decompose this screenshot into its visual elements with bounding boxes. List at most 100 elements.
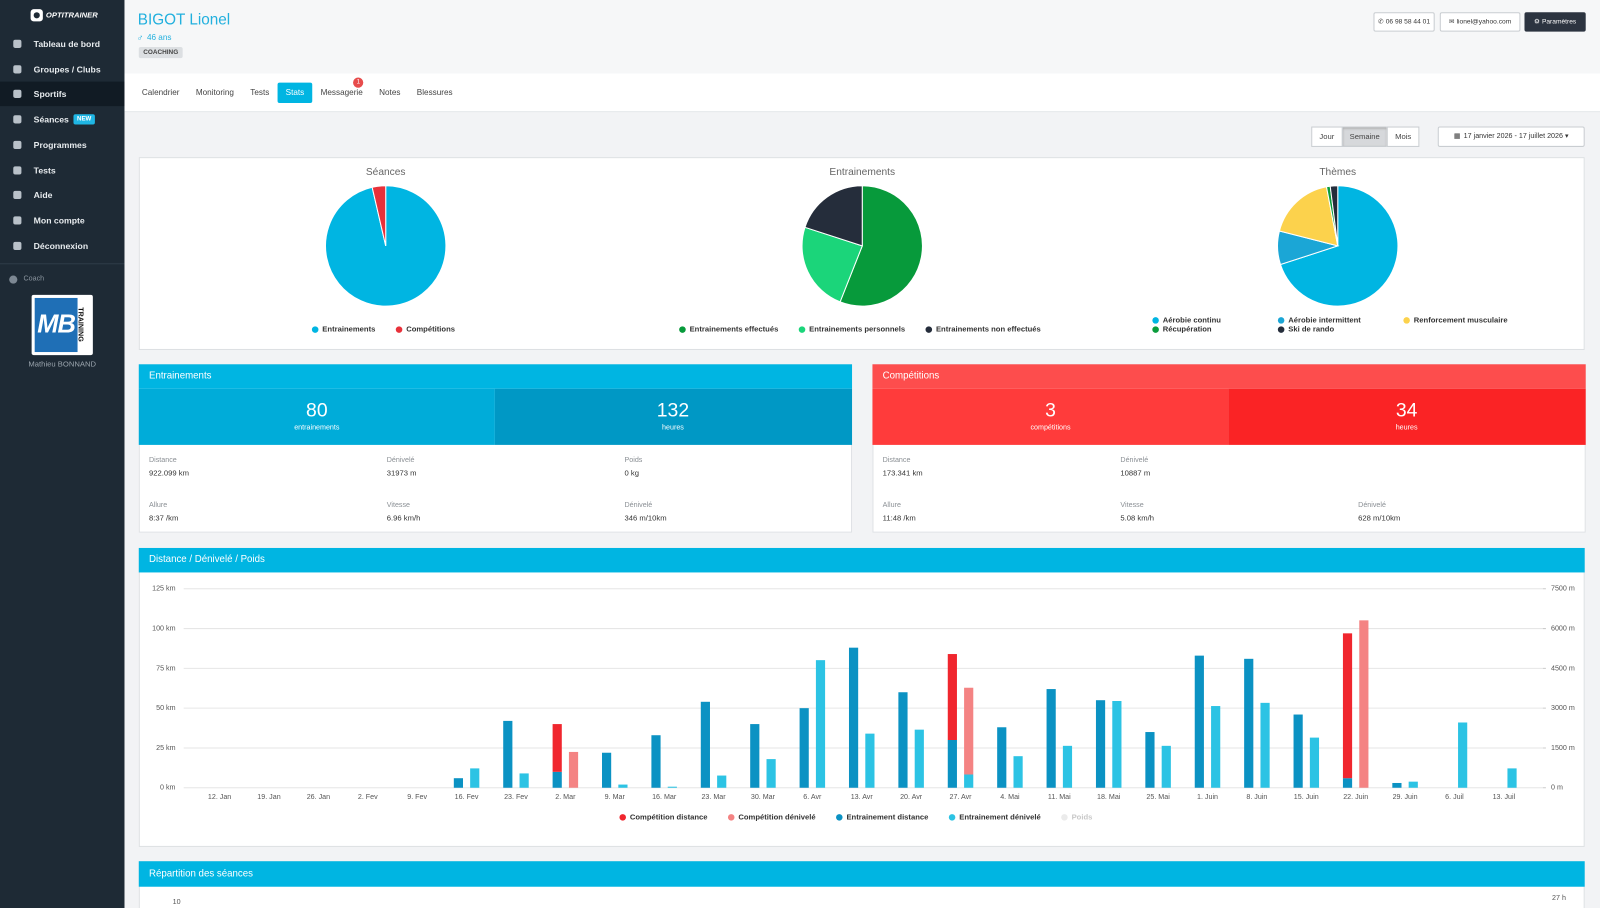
menu-icon: [13, 140, 22, 149]
bar: [700, 701, 710, 788]
menu-badge: NEW: [73, 114, 95, 125]
menu-item[interactable]: Déconnexion: [0, 233, 124, 257]
bar: [651, 735, 661, 788]
button-icon: ✆: [1378, 18, 1384, 26]
detail-label: Poids: [624, 457, 643, 465]
button-label: 06 98 58 44 01: [1385, 18, 1431, 26]
period-button[interactable]: Semaine: [1341, 126, 1388, 147]
menu-label: Tableau de bord: [33, 38, 101, 49]
legend-swatch: [727, 814, 735, 821]
legend-swatch: [1277, 317, 1285, 324]
pie-title: Thèmes: [1319, 167, 1356, 178]
x-tick-label: 26. Jan: [307, 793, 330, 801]
bar: [1293, 714, 1303, 788]
bar: [947, 739, 957, 788]
calendar-icon: ▦: [1453, 132, 1461, 140]
pie-title: Séances: [366, 167, 406, 178]
email-button[interactable]: ✉ lionel@yahoo.com: [1439, 12, 1521, 32]
menu-item[interactable]: Aide: [0, 183, 124, 207]
period-button[interactable]: Jour: [1311, 126, 1343, 147]
bar: [1161, 745, 1171, 788]
legend-item: Entrainement dénivelé: [948, 812, 1041, 821]
detail-label: Allure: [882, 502, 901, 510]
detail-value: 628 m/10km: [1358, 513, 1401, 523]
settings-button[interactable]: ⚙ Paramètres: [1524, 12, 1586, 32]
coach-logo: MB TRAINING: [31, 294, 93, 356]
legend-swatch: [1061, 814, 1068, 821]
tab[interactable]: Blessures: [409, 83, 461, 103]
phone-button[interactable]: ✆ 06 98 58 44 01: [1373, 12, 1435, 32]
tab[interactable]: Monitoring: [188, 83, 242, 103]
menu-item[interactable]: Tableau de bord: [0, 32, 124, 56]
menu-icon: [13, 165, 22, 174]
x-tick-label: 30. Mar: [751, 793, 776, 801]
legend-item: Entrainement distance: [836, 812, 928, 821]
legend-swatch: [1152, 317, 1159, 324]
tab[interactable]: Stats: [277, 82, 313, 104]
menu-icon: [13, 64, 22, 74]
menu-item[interactable]: Groupes / Clubs: [0, 57, 124, 81]
menu-icon: [13, 241, 22, 250]
date-range[interactable]: ▦ 17 janvier 2026 - 17 juillet 2026 ▾: [1437, 126, 1585, 147]
bar: [618, 784, 628, 788]
menu-item[interactable]: Séances NEW: [0, 107, 124, 131]
legend-item: Compétition distance: [619, 812, 708, 821]
legend-item: Entrainements: [311, 325, 375, 334]
tab[interactable]: Tests: [242, 83, 277, 103]
legend-label: Entrainements personnels: [809, 325, 905, 334]
x-tick-label: 6. Avr: [803, 793, 822, 801]
caret: ▾: [1565, 132, 1569, 140]
bar: [848, 647, 859, 788]
summary-block: 34 heures: [1228, 388, 1586, 445]
bar: [1112, 700, 1122, 788]
bar: [815, 660, 826, 788]
summary-unit: heures: [1395, 424, 1418, 432]
legend-item: Entrainements personnels: [798, 325, 905, 334]
coach-logo-initials: MB: [37, 310, 76, 339]
menu-item[interactable]: Sportifs: [0, 82, 125, 107]
x-tick-label: 16. Mar: [652, 793, 677, 801]
tab[interactable]: Notes: [371, 83, 409, 103]
repartition-panel: Répartition des séances 10 27 h: [138, 861, 1585, 908]
detail-value: 5.08 km/h: [1120, 513, 1155, 523]
menu-item[interactable]: Programmes: [0, 132, 124, 156]
legend-swatch: [679, 326, 686, 333]
legend-item: Ski de rando: [1277, 325, 1334, 334]
menu-label: Programmes: [33, 139, 87, 150]
menu-item[interactable]: Mon compte: [0, 208, 124, 232]
period-button[interactable]: Mois: [1386, 126, 1420, 147]
tab-label: Stats: [285, 87, 305, 97]
menu-item[interactable]: Tests: [0, 158, 124, 182]
x-tick-label: 1. Juin: [1197, 793, 1218, 801]
y-tick-label: 25 km: [156, 744, 175, 752]
sidebar-separator: [0, 263, 125, 265]
legend-label: Compétition dénivelé: [738, 812, 815, 821]
legend-swatch: [1277, 326, 1285, 333]
summary-panel: Entrainements 80 entrainements 132 heures Dis…: [138, 364, 853, 533]
bar: [470, 768, 480, 788]
y2-tick-label: 1500 m: [1551, 744, 1575, 752]
detail-value: 11:48 /km: [882, 513, 916, 523]
detail-label: Vitesse: [386, 502, 411, 510]
x-tick-label: 29. Juin: [1393, 793, 1418, 801]
legend-swatch: [948, 814, 956, 821]
coach-icon: [9, 275, 18, 284]
menu-label: Groupes / Clubs: [33, 63, 101, 75]
x-tick-label: 27. Avr: [949, 793, 972, 801]
athlete-name: BIGOT Lionel: [137, 11, 231, 29]
tab[interactable]: Messagerie 1: [312, 77, 371, 103]
button-label: Paramètres: [1541, 18, 1577, 26]
bar: [914, 729, 924, 788]
bar: [552, 724, 562, 772]
bar: [1392, 782, 1402, 788]
bar: [1145, 732, 1155, 788]
legend-label: Compétitions: [406, 325, 455, 334]
bar: [1244, 658, 1254, 788]
tab[interactable]: Calendrier: [134, 83, 188, 103]
legend-label: Compétition distance: [630, 812, 708, 821]
legend-swatch: [836, 814, 843, 821]
repartition-right-tick: 27 h: [1552, 894, 1566, 903]
x-tick-label: 23. Mar: [701, 793, 726, 801]
pies: Séances Entrainements Compétitions Entraine…: [311, 167, 1508, 334]
pie-slice: [804, 185, 863, 247]
